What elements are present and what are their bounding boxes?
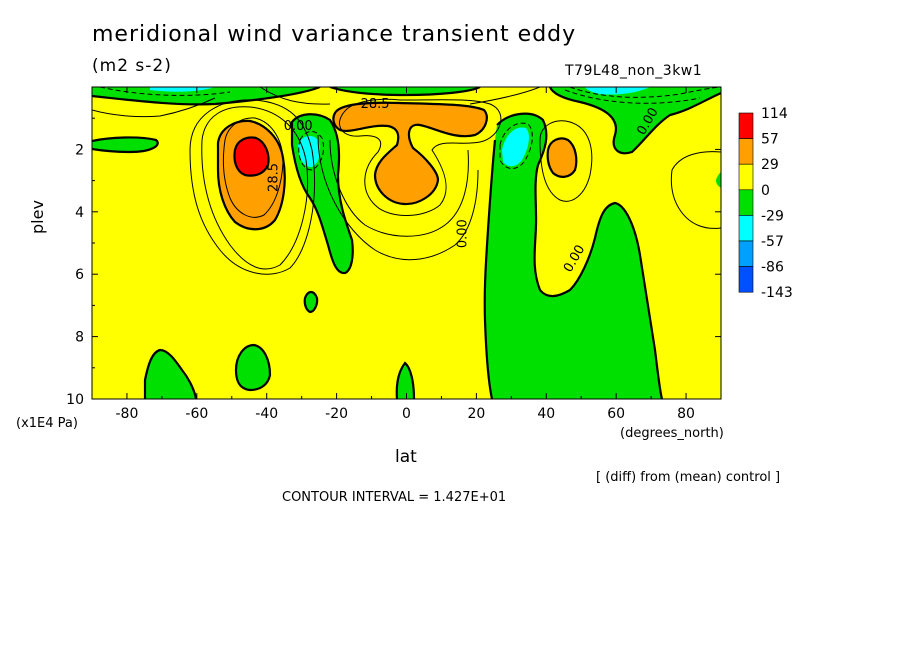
legend-label: -29 (761, 208, 784, 224)
x-axis-unit: (degrees_north) (620, 426, 724, 441)
dashed-contour-3 (99, 87, 231, 96)
legend-label: 114 (761, 106, 788, 122)
negative-column-right (484, 113, 662, 399)
legend-color-box (738, 240, 754, 267)
zero-contour-lines (92, 87, 721, 399)
legend-color-box (738, 112, 754, 139)
zero-contour-7 (92, 136, 159, 154)
x-tick-label: -40 (255, 406, 278, 422)
negative-region-bottom-1 (145, 350, 196, 399)
thick-contour-3 (332, 101, 488, 206)
run-name-label: T79L48_non_3kw1 (565, 63, 703, 79)
y-tick-label: 6 (75, 267, 84, 283)
x-tick-label: 80 (677, 406, 695, 422)
legend-color-box (738, 163, 754, 191)
zero-contour-9 (234, 343, 272, 392)
negative-column-left-strong (298, 135, 320, 168)
legend-color-box (738, 138, 754, 165)
x-tick-label: 20 (467, 406, 485, 422)
negative-region-south-small (92, 137, 158, 152)
legend-color-box (738, 215, 754, 242)
positive-thick-contours (216, 101, 578, 231)
y-axis-multiplier: (x1E4 Pa) (16, 416, 78, 431)
contour-value-label: 0.00 (455, 219, 470, 248)
thick-contour-1 (216, 119, 286, 231)
zero-contour-10 (395, 361, 416, 399)
contour-value-label: 28.5 (361, 97, 390, 112)
thick-contour-4 (546, 137, 578, 178)
x-tick-label: 40 (537, 406, 555, 422)
legend-label: -86 (761, 260, 784, 276)
contour-line-4 (338, 98, 502, 216)
y-tick-label: 4 (75, 205, 84, 221)
contour-line-7 (539, 120, 593, 202)
x-tick-label: -80 (116, 406, 139, 422)
x-axis-ticks: -80 -60 -40 -20 0 20 40 60 80 (91, 87, 722, 422)
negative-region-east-edge (716, 172, 721, 188)
y-axis-ticks: 2 4 6 8 10 (66, 117, 721, 408)
positive-region-south-peak (234, 137, 269, 176)
units-label: (m2 s-2) (92, 56, 172, 76)
legend-label: 0 (761, 183, 770, 199)
contour-line-8 (670, 151, 721, 229)
dashed-contour-5 (564, 89, 701, 104)
negative-region-top-left (92, 87, 320, 105)
negative-region-top-left-strong (150, 87, 215, 92)
zero-contour-1 (290, 113, 354, 275)
positive-region-north (547, 138, 577, 177)
contour-lines (92, 87, 721, 275)
x-axis-label: lat (395, 447, 417, 467)
x-tick-label: -60 (185, 406, 208, 422)
contour-line-5 (329, 139, 469, 237)
contour-line-9 (259, 87, 541, 105)
negative-region-top-right (550, 87, 721, 154)
zero-contour-2 (496, 112, 664, 399)
y-tick-label: 2 (75, 142, 84, 158)
thick-contour-2 (233, 136, 270, 177)
contour-value-label: 0.00 (284, 119, 313, 134)
legend-label: 57 (761, 132, 779, 148)
color-legend: 114 57 29 0 -29 -57 -86 -143 (738, 106, 793, 301)
negative-contour-lines (99, 87, 721, 171)
dashed-contour-2 (499, 122, 533, 169)
dashed-contour-4 (569, 87, 721, 98)
negative-column-right-strong (502, 127, 529, 167)
x-tick-label: 60 (607, 406, 625, 422)
zero-contour-6 (548, 87, 721, 155)
chart-title: meridional wind variance transient eddy (92, 22, 577, 47)
positive-region-upper-equator (333, 102, 487, 205)
y-tick-label: 10 (66, 392, 84, 408)
legend-label: 29 (761, 157, 779, 173)
diff-note: [ (diff) from (mean) control ] (596, 470, 781, 485)
y-tick-label: 8 (75, 330, 84, 346)
filled-contours (92, 87, 721, 399)
x-tick-label: 0 (402, 406, 411, 422)
x-tick-label: -20 (325, 406, 348, 422)
contour-line-6 (317, 134, 479, 261)
contour-value-label: 28.5 (267, 163, 282, 192)
contour-line-1 (201, 106, 309, 270)
legend-label: -57 (761, 234, 784, 250)
negative-region-small-mid (304, 292, 318, 312)
legend-label: -143 (761, 285, 793, 301)
contour-line-3 (222, 117, 284, 218)
contour-interval-note: CONTOUR INTERVAL = 1.427E+01 (282, 490, 507, 505)
zero-contour-4 (92, 87, 321, 106)
zero-contour-8 (143, 348, 198, 399)
legend-color-box (738, 189, 754, 216)
zero-contour-3 (483, 139, 497, 399)
legend-color-box (738, 266, 754, 293)
negative-region-top-right-strong (585, 87, 650, 95)
zero-contour-11 (303, 290, 319, 314)
zero-contour-5 (329, 87, 481, 97)
negative-region-bottom-2 (236, 345, 270, 390)
